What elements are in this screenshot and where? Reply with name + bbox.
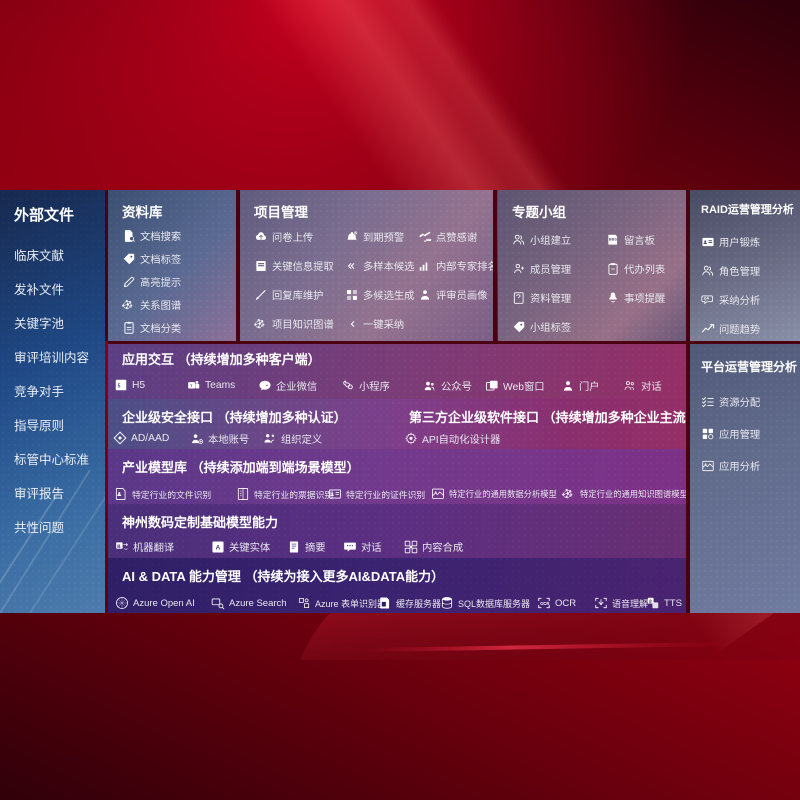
svg-text:QA: QA — [704, 296, 710, 300]
svg-text:5: 5 — [118, 384, 121, 390]
svg-text:OCR: OCR — [540, 601, 549, 606]
svg-text:BBS: BBS — [609, 237, 617, 241]
svg-text:A: A — [216, 544, 221, 551]
svg-text:译: 译 — [117, 543, 121, 548]
